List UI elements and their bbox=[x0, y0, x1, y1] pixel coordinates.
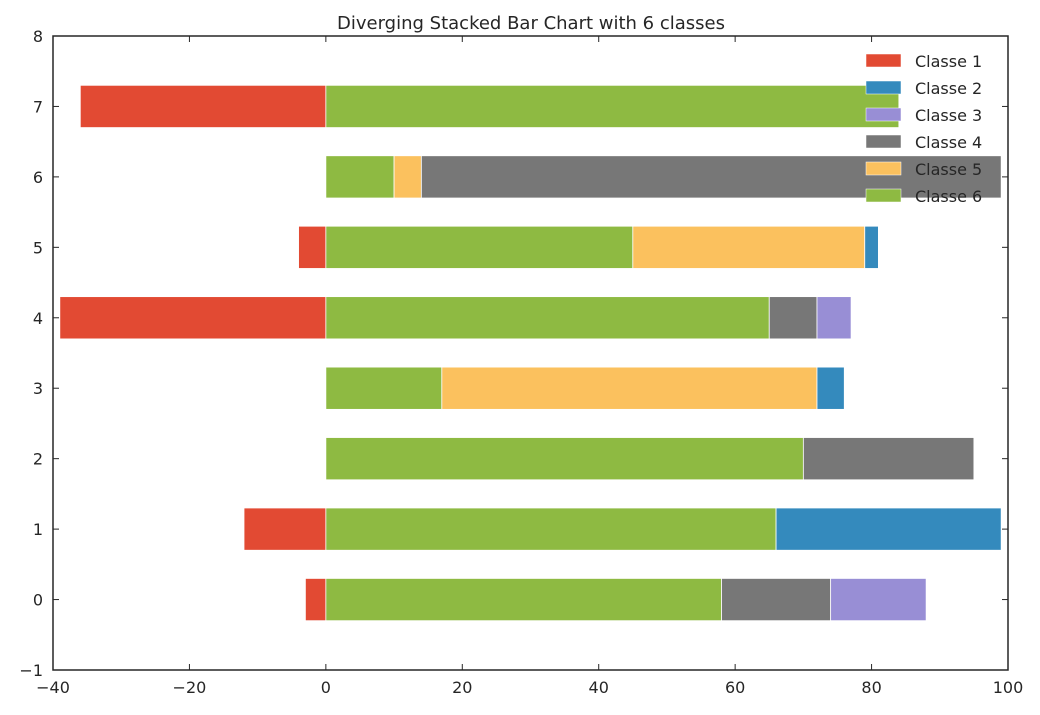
legend-swatch-classe-1 bbox=[865, 53, 902, 68]
y-tick-label: 3 bbox=[33, 379, 43, 398]
legend-label-classe-1: Classe 1 bbox=[915, 52, 982, 71]
bar-classe-4-row-0 bbox=[721, 578, 832, 622]
bar-classe-6-row-1 bbox=[325, 507, 777, 551]
bar-classe-4-row-2 bbox=[802, 437, 975, 481]
legend-label-classe-4: Classe 4 bbox=[915, 133, 982, 152]
legend-swatch-classe-6 bbox=[865, 188, 902, 203]
y-tick-label: 1 bbox=[33, 520, 43, 539]
legend-swatch-classe-4 bbox=[865, 134, 902, 149]
y-tick-label: 7 bbox=[33, 97, 43, 116]
y-tick-label: 8 bbox=[33, 27, 43, 46]
x-tick-label: 80 bbox=[861, 678, 881, 697]
legend: Classe 1 Classe 2 Classe 3 Classe 4 Classe 5… bbox=[865, 52, 982, 206]
legend-swatch-classe-2 bbox=[865, 80, 902, 95]
bar-classe-1-row-5 bbox=[298, 225, 327, 269]
legend-swatch-classe-5 bbox=[865, 161, 902, 176]
y-tick-label: 6 bbox=[33, 168, 43, 187]
bar-classe-4-row-4 bbox=[768, 296, 818, 340]
y-tick-label: 5 bbox=[33, 238, 43, 257]
bar-classe-1-row-0 bbox=[304, 578, 327, 622]
bar-classe-2-row-3 bbox=[816, 366, 845, 410]
x-axis: −40 −20 0 20 40 60 80 100 bbox=[36, 36, 1023, 697]
chart-title: Diverging Stacked Bar Chart with 6 class… bbox=[337, 13, 725, 34]
bar-classe-6-row-7 bbox=[325, 84, 900, 128]
x-tick-label: 100 bbox=[993, 678, 1024, 697]
legend-label-classe-3: Classe 3 bbox=[915, 106, 982, 125]
legend-label-classe-5: Classe 5 bbox=[915, 160, 982, 179]
bar-classe-6-row-2 bbox=[325, 437, 804, 481]
bar-classe-5-row-3 bbox=[441, 366, 818, 410]
bar-classe-6-row-5 bbox=[325, 225, 634, 269]
bar-classe-3-row-4 bbox=[816, 296, 852, 340]
y-tick-label: 4 bbox=[33, 309, 43, 328]
bar-classe-5-row-6 bbox=[393, 155, 422, 199]
y-tick-label: 0 bbox=[33, 591, 43, 610]
bar-classe-6-row-4 bbox=[325, 296, 770, 340]
x-tick-label: 40 bbox=[589, 678, 609, 697]
bar-classe-1-row-4 bbox=[59, 296, 327, 340]
bar-classe-6-row-6 bbox=[325, 155, 395, 199]
bar-classe-5-row-5 bbox=[632, 225, 866, 269]
x-tick-label: 60 bbox=[725, 678, 745, 697]
bar-classe-6-row-3 bbox=[325, 366, 443, 410]
bars-group bbox=[59, 84, 1002, 622]
legend-swatch-classe-3 bbox=[865, 107, 902, 122]
bar-classe-4-row-6 bbox=[420, 155, 1002, 199]
bar-classe-6-row-0 bbox=[325, 578, 722, 622]
legend-label-classe-2: Classe 2 bbox=[915, 79, 982, 98]
x-tick-label: −20 bbox=[173, 678, 207, 697]
legend-label-classe-6: Classe 6 bbox=[915, 187, 982, 206]
x-tick-label: −40 bbox=[36, 678, 70, 697]
y-tick-label: 2 bbox=[33, 450, 43, 469]
bar-classe-2-row-5 bbox=[864, 225, 879, 269]
x-tick-label: 0 bbox=[321, 678, 331, 697]
plot-frame bbox=[52, 35, 1009, 671]
bar-classe-1-row-7 bbox=[79, 84, 327, 128]
bar-classe-1-row-1 bbox=[243, 507, 327, 551]
y-axis: −1 0 1 2 3 4 5 6 7 8 bbox=[19, 27, 1008, 680]
y-tick-label: −1 bbox=[19, 661, 43, 680]
bar-classe-3-row-0 bbox=[830, 578, 927, 622]
x-tick-label: 20 bbox=[452, 678, 472, 697]
bar-classe-2-row-1 bbox=[775, 507, 1002, 551]
